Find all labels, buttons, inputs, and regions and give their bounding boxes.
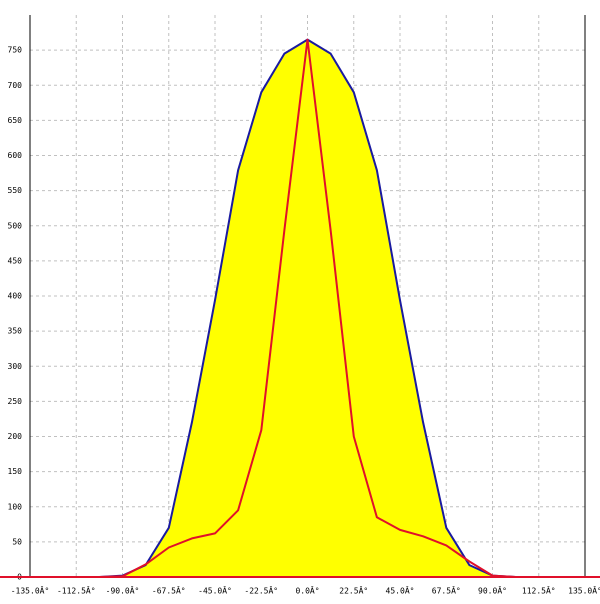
- x-tick-label: -67.5Â°: [152, 585, 186, 596]
- y-tick-label: 350: [8, 327, 23, 336]
- y-tick-label: 300: [8, 362, 23, 371]
- y-tick-label: 100: [8, 502, 23, 511]
- x-tick-label: 45.0Â°: [386, 585, 415, 596]
- x-tick-label: 22.5Â°: [339, 585, 368, 596]
- y-tick-label: 400: [8, 292, 23, 301]
- y-tick-label: 550: [8, 186, 23, 195]
- x-tick-label: 0.0Â°: [295, 585, 319, 596]
- y-tick-label: 50: [12, 537, 22, 546]
- y-tick-label: 650: [8, 116, 23, 125]
- y-tick-label: 150: [8, 467, 23, 476]
- y-tick-label: 600: [8, 151, 23, 160]
- x-tick-label: -45.0Â°: [198, 585, 232, 596]
- x-tick-label: 90.0Â°: [478, 585, 507, 596]
- x-tick-label: -90.0Â°: [106, 585, 140, 596]
- x-tick-label: 112.5Â°: [522, 585, 556, 596]
- y-tick-label: 450: [8, 256, 23, 265]
- x-tick-label: -135.0Â°: [11, 585, 50, 596]
- x-tick-label: -22.5Â°: [244, 585, 278, 596]
- y-tick-label: 500: [8, 221, 23, 230]
- x-tick-label: 135.0Â°: [568, 585, 600, 596]
- y-tick-label: 250: [8, 397, 23, 406]
- y-tick-label: 200: [8, 432, 23, 441]
- y-tick-label: 700: [8, 81, 23, 90]
- y-tick-label: 750: [8, 46, 23, 55]
- x-tick-label: 67.5Â°: [432, 585, 461, 596]
- x-tick-label: -112.5Â°: [57, 585, 96, 596]
- area: [30, 39, 585, 578]
